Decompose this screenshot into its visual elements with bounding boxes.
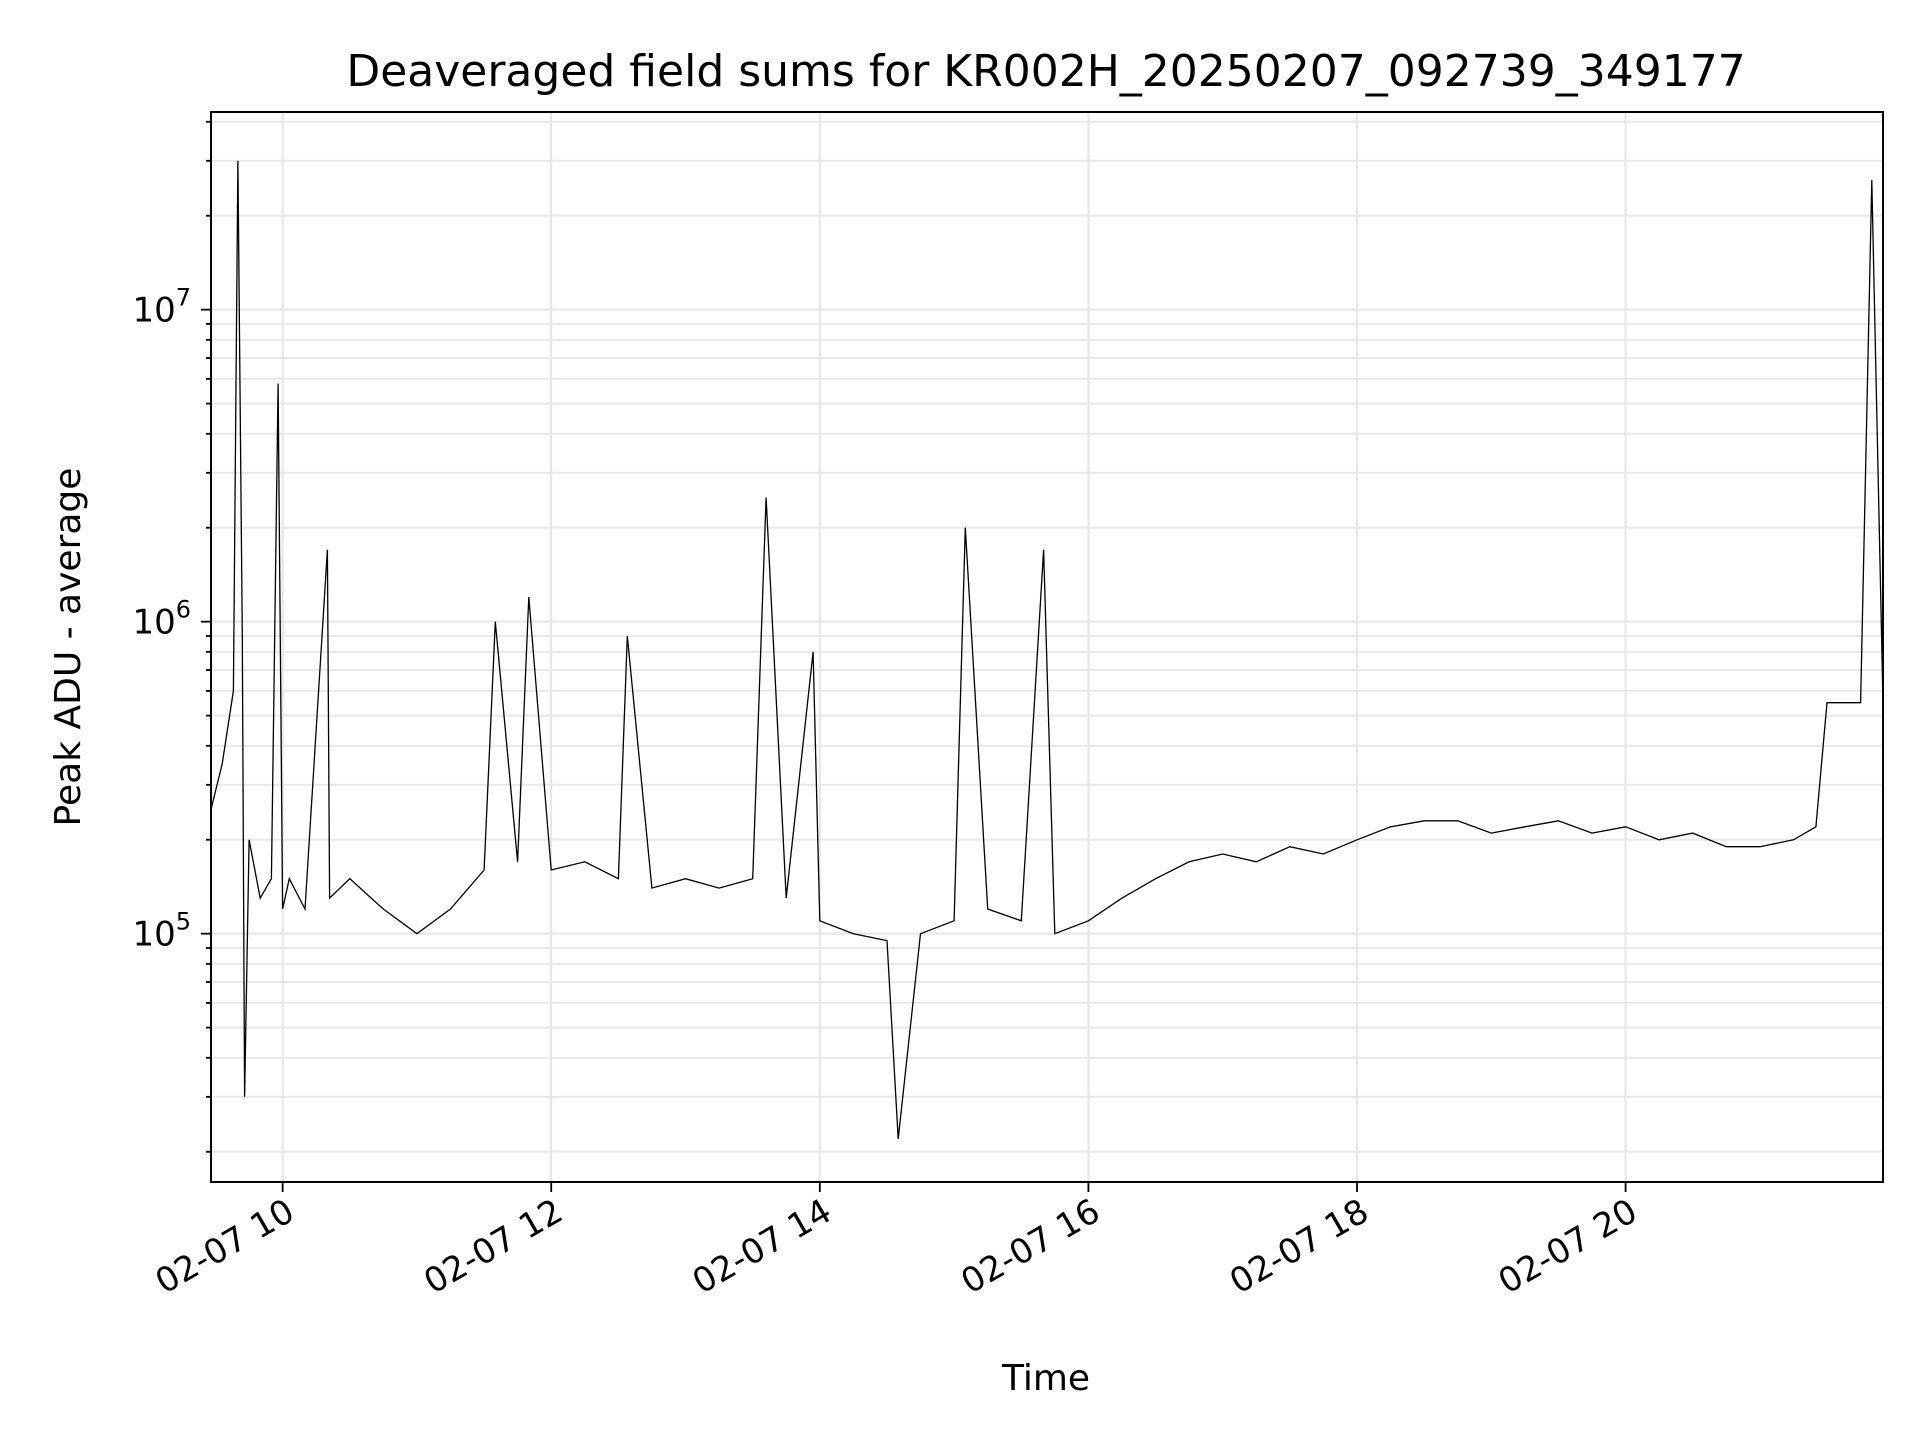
series-layer [210, 160, 1884, 1139]
series-line [210, 160, 1884, 1139]
y-tick-exponent: 6 [176, 596, 191, 624]
y-tick-exponent: 5 [176, 908, 191, 936]
y-tick-base: 10 [132, 915, 175, 955]
y-axis-label: Peak ADU - average [48, 468, 89, 827]
y-tick-label: 105 [132, 908, 191, 955]
y-tick-base: 10 [132, 291, 175, 331]
chart-title: Deaveraged field sums for KR002H_2025020… [346, 46, 1745, 97]
y-tick-label: 106 [132, 596, 191, 643]
x-axis-label: Time [1001, 1358, 1090, 1399]
grid [211, 112, 1883, 1182]
plot-frame [210, 111, 1884, 1183]
y-tick-base: 10 [132, 603, 175, 643]
y-tick-exponent: 7 [176, 284, 191, 312]
y-tick-label: 107 [132, 284, 191, 331]
